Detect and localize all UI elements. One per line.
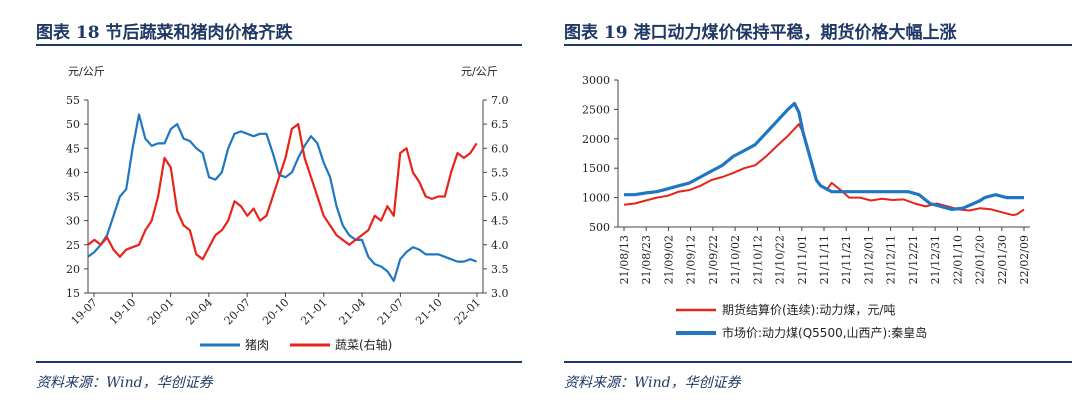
y-tick-label-left: 40	[66, 166, 80, 179]
x-tick-label: 20-07	[222, 296, 254, 328]
series-line-futures	[623, 123, 1025, 217]
x-tick-label: 21-07	[375, 296, 407, 328]
y-tick-label-right: 6.5	[491, 118, 509, 131]
source-rule	[36, 361, 522, 363]
x-tick-label: 20-01	[145, 296, 177, 328]
y-tick-label-right: 4.0	[491, 239, 509, 252]
panel-coal-price: 图表 19 港口动力煤价保持平稳，期货价格大幅上涨 500 1000 1500 200…	[556, 0, 1080, 411]
x-tick-label: 22/02/09	[1018, 235, 1031, 284]
x-tick-label: 22/01/20	[974, 235, 987, 284]
x-tick-label: 21/09/02	[662, 235, 675, 284]
y-tick-label: 1500	[582, 162, 610, 175]
y-tick-label: 1000	[582, 192, 610, 205]
x-tick-label: 21/08/23	[640, 235, 653, 284]
x-tick-label: 21/09/22	[707, 235, 720, 284]
x-tick-label: 21/11/11	[818, 235, 831, 284]
y-tick-label-right: 3.0	[491, 287, 509, 300]
x-tick-label: 21/12/21	[907, 235, 920, 284]
legend-label-pork: 猪肉	[245, 338, 269, 352]
x-tick-label: 22/01/10	[951, 235, 964, 284]
legend: 猪肉 蔬菜(右轴)	[200, 337, 392, 352]
x-tick-label: 21/09/12	[685, 235, 698, 284]
legend-label-spot: 市场价:动力煤(Q5500,山西产):秦皇岛	[722, 325, 927, 340]
series-line-pork	[87, 113, 477, 282]
y-tick-label-left: 35	[66, 191, 80, 204]
y-tick-label-right: 5.5	[491, 166, 509, 179]
y-tick-label-left: 15	[66, 287, 80, 300]
x-tick-label: 22/01/30	[996, 235, 1009, 284]
x-tick-label: 19-10	[107, 296, 139, 328]
x-tick-label: 22-01	[452, 296, 484, 328]
x-tick-label: 21/11/21	[840, 235, 853, 284]
chart-pork-vegetables: 元/公斤 元/公斤 15 20 25 30 35 40 45 50 55 3.0 3.5 4.0 4.5 5.…	[66, 65, 509, 352]
figure-title: 图表 19 港口动力煤价保持平稳，期货价格大幅上涨	[564, 23, 957, 43]
x-tick-label: 21/10/22	[774, 235, 787, 284]
chart-coal-price: 500 1000 1500 2000 2500 3000 21/08/13 21/08/23 2…	[582, 74, 1031, 340]
y-tick-label: 500	[589, 221, 610, 234]
y-axis-unit-right: 元/公斤	[461, 65, 498, 78]
y-tick-label: 2500	[582, 103, 610, 116]
series-line-spot	[624, 101, 1024, 211]
x-tick-label: 19-07	[69, 296, 101, 328]
x-tick-label: 21-04	[337, 296, 369, 328]
x-tick-label: 21/12/31	[929, 235, 942, 284]
y-tick-label-left: 30	[66, 215, 80, 228]
y-tick-label-right: 5.0	[491, 191, 509, 204]
y-tick-label-right: 3.5	[491, 263, 509, 276]
y-tick-label-right: 4.5	[491, 215, 509, 228]
y-tick-label-left: 50	[66, 118, 80, 131]
y-tick-label-right: 6.0	[491, 142, 509, 155]
x-tick-label: 21/11/01	[796, 235, 809, 284]
panel-pork-vegetables: 图表 18 节后蔬菜和猪肉价格齐跌 元/公斤 元/公斤 15 20 25 30 35 40 45…	[36, 23, 522, 391]
legend-label-futures: 期货结算价(连续):动力煤，元/吨	[722, 302, 895, 317]
y-tick-label-left: 55	[66, 94, 80, 107]
x-tick-label: 21/10/02	[729, 235, 742, 284]
x-tick-label: 21/10/12	[751, 235, 764, 284]
x-tick-label: 20-10	[260, 296, 292, 328]
source-note: 资料来源：Wind，华创证券	[36, 375, 213, 391]
x-tick-label: 21-01	[298, 296, 330, 328]
y-tick-label-right: 7.0	[491, 94, 509, 107]
y-tick-label: 3000	[582, 74, 610, 87]
series-line-vegetables	[87, 122, 478, 261]
x-tick-label: 21/12/11	[885, 235, 898, 284]
figure-title: 图表 18 节后蔬菜和猪肉价格齐跌	[36, 23, 293, 43]
y-tick-label-left: 25	[66, 239, 80, 252]
legend-label-vegetables: 蔬菜(右轴)	[335, 337, 392, 352]
x-tick-label: 21/08/13	[618, 235, 631, 284]
y-axis-unit-left: 元/公斤	[68, 65, 105, 78]
series-group	[87, 113, 478, 282]
series-group	[623, 101, 1025, 217]
x-tick-label: 21/12/01	[862, 235, 875, 284]
y-tick-label-left: 20	[66, 263, 80, 276]
title-rule	[36, 44, 522, 46]
title-rule	[564, 44, 1072, 46]
y-tick-label: 2000	[582, 133, 610, 146]
axes-group: 500 1000 1500 2000 2500 3000 21/08/13 21/08/23 2…	[582, 74, 1031, 284]
y-tick-label-left: 45	[66, 142, 80, 155]
x-tick-label: 20-04	[183, 296, 215, 328]
source-note: 资料来源：Wind，华创证券	[564, 375, 741, 391]
source-rule	[564, 361, 1072, 363]
x-tick-label: 21-10	[413, 296, 445, 328]
